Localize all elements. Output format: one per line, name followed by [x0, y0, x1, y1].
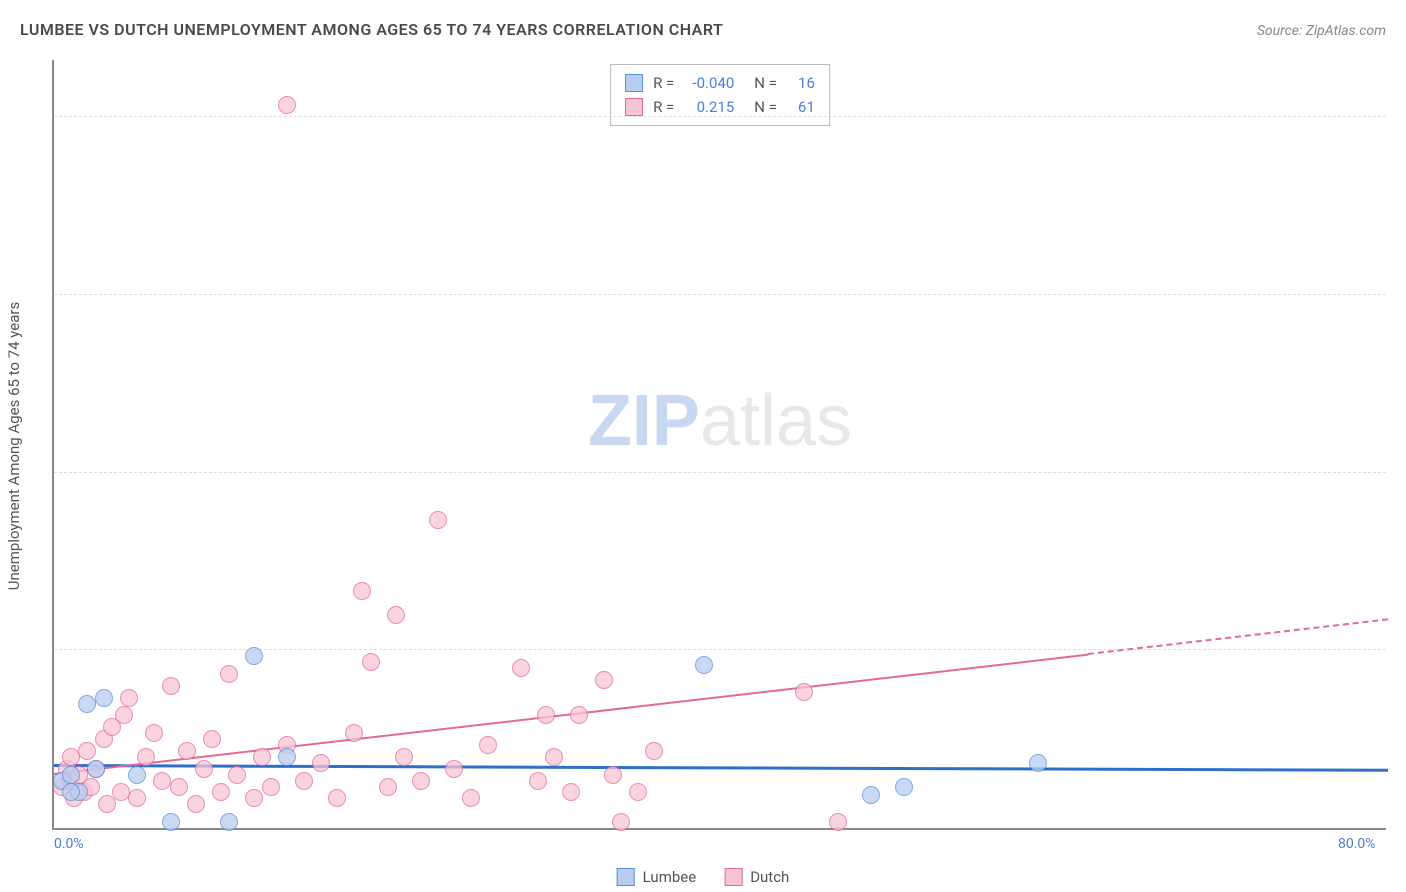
y-axis-title: Unemployment Among Ages 65 to 74 years — [5, 302, 23, 590]
data-point — [604, 766, 622, 784]
data-point — [153, 772, 171, 790]
data-point — [445, 760, 463, 778]
r-label: R = — [653, 71, 674, 95]
data-point — [512, 659, 530, 677]
data-point — [170, 778, 188, 796]
data-point — [479, 736, 497, 754]
data-point — [278, 748, 296, 766]
data-point — [87, 760, 105, 778]
data-point — [195, 760, 213, 778]
legend-swatch — [617, 868, 635, 886]
data-point — [278, 96, 296, 114]
data-point — [162, 813, 180, 831]
data-point — [537, 706, 555, 724]
data-point — [253, 748, 271, 766]
data-point — [245, 789, 263, 807]
data-point — [62, 783, 80, 801]
data-point — [115, 706, 133, 724]
correlation-row: R = -0.040 N = 16 — [625, 71, 815, 95]
n-value: 16 — [787, 71, 815, 95]
legend-item: Lumbee — [617, 868, 697, 886]
data-point — [862, 786, 880, 804]
data-point — [387, 606, 405, 624]
data-point — [220, 813, 238, 831]
data-point — [795, 683, 813, 701]
data-point — [545, 748, 563, 766]
data-point — [570, 706, 588, 724]
trend-line — [54, 764, 1388, 771]
data-point — [629, 783, 647, 801]
data-point — [562, 783, 580, 801]
data-point — [895, 778, 913, 796]
data-point — [395, 748, 413, 766]
n-label: N = — [754, 71, 777, 95]
data-point — [829, 813, 847, 831]
data-point — [353, 582, 371, 600]
data-point — [62, 766, 80, 784]
legend-swatch — [625, 98, 643, 116]
data-point — [187, 795, 205, 813]
data-point — [120, 689, 138, 707]
data-point — [62, 748, 80, 766]
data-point — [1029, 754, 1047, 772]
data-point — [228, 766, 246, 784]
data-point — [379, 778, 397, 796]
data-point — [128, 789, 146, 807]
data-point — [212, 783, 230, 801]
data-point — [95, 689, 113, 707]
data-point — [645, 742, 663, 760]
data-point — [112, 783, 130, 801]
data-point — [162, 677, 180, 695]
data-point — [145, 724, 163, 742]
data-point — [178, 742, 196, 760]
data-point — [137, 748, 155, 766]
legend-item: Dutch — [724, 868, 789, 886]
data-point — [295, 772, 313, 790]
x-tick-label: 80.0% — [1338, 836, 1376, 852]
scatter-plot: ZIPatlas R =-0.040N =16R =0.215N =61 15.… — [52, 60, 1386, 830]
watermark: ZIPatlas — [588, 380, 852, 462]
legend-label: Lumbee — [643, 868, 697, 886]
data-point — [312, 754, 330, 772]
data-point — [262, 778, 280, 796]
data-point — [595, 671, 613, 689]
gridline — [54, 472, 1386, 473]
data-point — [78, 742, 96, 760]
gridline — [54, 116, 1386, 117]
gridline — [54, 294, 1386, 295]
legend-swatch — [724, 868, 742, 886]
legend: Lumbee Dutch — [617, 868, 790, 886]
chart-title: LUMBEE VS DUTCH UNEMPLOYMENT AMONG AGES … — [20, 20, 723, 39]
data-point — [412, 772, 430, 790]
data-point — [529, 772, 547, 790]
data-point — [220, 665, 238, 683]
r-value: -0.040 — [684, 71, 734, 95]
data-point — [78, 695, 96, 713]
data-point — [245, 647, 263, 665]
legend-label: Dutch — [750, 868, 789, 886]
data-point — [462, 789, 480, 807]
data-point — [362, 653, 380, 671]
legend-swatch — [625, 74, 643, 92]
data-point — [695, 656, 713, 674]
data-point — [429, 511, 447, 529]
data-point — [203, 730, 221, 748]
data-point — [128, 766, 146, 784]
data-point — [345, 724, 363, 742]
data-point — [612, 813, 630, 831]
data-point — [328, 789, 346, 807]
x-tick-label: 0.0% — [54, 836, 84, 852]
source-label: Source: ZipAtlas.com — [1257, 23, 1386, 39]
